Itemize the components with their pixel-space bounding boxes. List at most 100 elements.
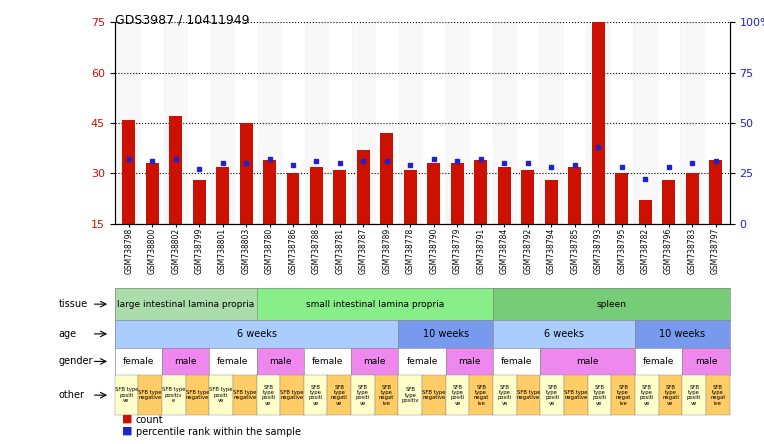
Bar (122, 119, 135, 224)
Bar (305, 22, 329, 224)
Text: ■: ■ (122, 426, 133, 436)
Text: female: female (501, 357, 533, 366)
Text: SFB
type
positi
ve: SFB type positi ve (356, 385, 371, 406)
Text: female: female (312, 357, 343, 366)
Bar (334, 170, 346, 224)
Text: SFB
type
positi
ve: SFB type positi ve (309, 385, 323, 406)
Bar (351, 22, 375, 224)
Text: SFB
type
positi
ve: SFB type positi ve (592, 385, 607, 406)
Bar (399, 22, 422, 224)
Text: male: male (577, 357, 599, 366)
Bar (375, 22, 399, 224)
Bar (451, 163, 464, 224)
Text: SFB
type
positi
ve: SFB type positi ve (451, 385, 465, 406)
Bar (286, 174, 299, 224)
Bar (257, 22, 281, 224)
Text: SFB type
positi
ve: SFB type positi ve (209, 387, 233, 403)
Bar (141, 22, 164, 224)
Text: male: male (174, 357, 197, 366)
Text: 10 weeks: 10 weeks (659, 329, 705, 339)
Bar (310, 166, 323, 224)
Bar (563, 22, 587, 224)
Bar (146, 163, 159, 224)
Bar (469, 22, 493, 224)
Bar (568, 166, 581, 224)
Bar (704, 22, 727, 224)
Bar (329, 22, 351, 224)
Bar (427, 163, 440, 224)
Text: SFB type
negative: SFB type negative (564, 390, 588, 400)
Bar (164, 22, 187, 224)
Text: SFB
type
positi
ve: SFB type positi ve (687, 385, 701, 406)
Bar (498, 166, 510, 224)
Text: SFB type
negative: SFB type negative (516, 390, 540, 400)
Text: SFB type
positiv
e: SFB type positiv e (162, 387, 186, 403)
Bar (235, 22, 257, 224)
Text: spleen: spleen (597, 300, 626, 309)
Bar (685, 174, 698, 224)
Bar (474, 160, 487, 224)
Bar (445, 22, 469, 224)
Bar (281, 22, 305, 224)
Text: SFB
type
negati
ve: SFB type negati ve (331, 385, 348, 406)
Text: 6 weeks: 6 weeks (544, 329, 584, 339)
Text: count: count (136, 415, 163, 425)
Text: SFB
type
positi
ve: SFB type positi ve (545, 385, 559, 406)
Text: large intestinal lamina propria: large intestinal lamina propria (117, 300, 254, 309)
Text: SFB type
negative: SFB type negative (186, 390, 209, 400)
Bar (117, 22, 141, 224)
Text: SFB
type
positi
ve: SFB type positi ve (497, 385, 512, 406)
Text: SFB
type
negati
ve: SFB type negati ve (662, 385, 679, 406)
Bar (357, 150, 370, 224)
Text: SFB
type
negat
ive: SFB type negat ive (379, 385, 394, 406)
Text: SFB type
negative: SFB type negative (280, 390, 304, 400)
Bar (263, 160, 276, 224)
Text: male: male (364, 357, 386, 366)
Text: female: female (643, 357, 675, 366)
Text: small intestinal lamina propria: small intestinal lamina propria (306, 300, 444, 309)
Bar (422, 22, 445, 224)
Text: SFB
type
negat
ive: SFB type negat ive (616, 385, 631, 406)
Bar (587, 22, 610, 224)
Bar (193, 180, 206, 224)
Text: age: age (58, 329, 76, 339)
Text: female: female (217, 357, 248, 366)
Bar (169, 116, 182, 224)
Text: GDS3987 / 10411949: GDS3987 / 10411949 (115, 13, 249, 26)
Bar (187, 22, 211, 224)
Bar (591, 22, 604, 224)
Text: SFB type
positi
ve: SFB type positi ve (115, 387, 138, 403)
Text: ■: ■ (122, 414, 133, 424)
Text: male: male (269, 357, 291, 366)
Bar (639, 200, 652, 224)
Text: female: female (122, 357, 154, 366)
Bar (493, 22, 516, 224)
Text: SFB type
negative: SFB type negative (138, 390, 162, 400)
Text: SFB
type
positi
ve: SFB type positi ve (261, 385, 276, 406)
Bar (615, 174, 628, 224)
Bar (521, 170, 534, 224)
Text: other: other (58, 390, 85, 400)
Text: SFB type
negative: SFB type negative (422, 390, 445, 400)
Text: SFB
type
positiv: SFB type positiv (402, 387, 419, 403)
Bar (545, 180, 558, 224)
Bar (240, 123, 253, 224)
Bar (216, 166, 229, 224)
Bar (380, 133, 393, 224)
Text: percentile rank within the sample: percentile rank within the sample (136, 427, 301, 437)
Bar (404, 170, 417, 224)
Bar (709, 160, 722, 224)
Text: SFB
type
positi
ve: SFB type positi ve (639, 385, 654, 406)
Bar (211, 22, 235, 224)
Text: gender: gender (58, 357, 93, 366)
Bar (539, 22, 563, 224)
Bar (633, 22, 657, 224)
Text: SFB
type
negat
ive: SFB type negat ive (710, 385, 726, 406)
Text: 10 weeks: 10 weeks (422, 329, 469, 339)
Text: SFB type
negative: SFB type negative (233, 390, 257, 400)
Bar (657, 22, 680, 224)
Bar (610, 22, 633, 224)
Bar (516, 22, 539, 224)
Text: female: female (406, 357, 438, 366)
Text: 6 weeks: 6 weeks (237, 329, 277, 339)
